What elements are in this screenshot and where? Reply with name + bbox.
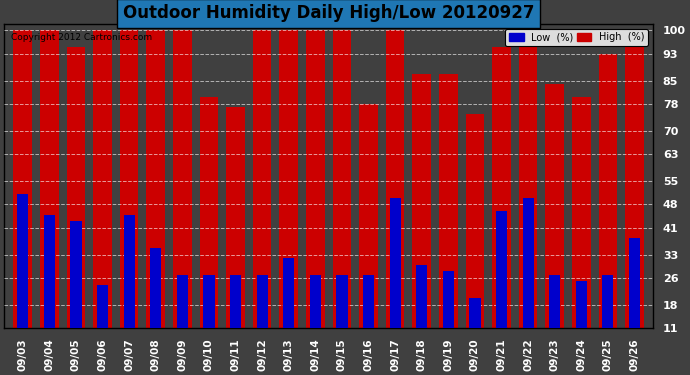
Bar xyxy=(93,30,112,365)
Bar xyxy=(97,285,108,365)
Bar xyxy=(306,30,325,365)
Bar xyxy=(253,30,271,365)
Bar xyxy=(363,275,374,365)
Legend: Low  (%), High  (%): Low (%), High (%) xyxy=(505,28,648,46)
Bar xyxy=(522,198,533,365)
Bar xyxy=(333,30,351,365)
Bar xyxy=(226,107,245,365)
Bar xyxy=(469,298,480,365)
Bar xyxy=(602,275,613,365)
Bar xyxy=(549,275,560,365)
Bar xyxy=(599,54,618,365)
Text: Copyright 2012 Cartronics.com: Copyright 2012 Cartronics.com xyxy=(10,33,152,42)
Bar xyxy=(336,275,348,365)
Bar xyxy=(177,275,188,365)
Bar xyxy=(230,275,241,365)
Bar xyxy=(67,47,86,365)
Bar xyxy=(70,221,81,365)
Bar xyxy=(40,30,59,365)
Bar xyxy=(492,47,511,365)
Bar xyxy=(390,198,401,365)
Bar xyxy=(204,275,215,365)
Bar xyxy=(173,30,192,365)
Bar xyxy=(283,258,295,365)
Bar xyxy=(496,211,507,365)
Bar xyxy=(629,238,640,365)
Bar xyxy=(199,98,218,365)
Bar xyxy=(257,275,268,365)
Bar xyxy=(466,114,484,365)
Bar xyxy=(545,84,564,365)
Bar xyxy=(625,34,644,365)
Bar xyxy=(279,30,298,365)
Bar xyxy=(413,74,431,365)
Bar xyxy=(572,98,591,365)
Bar xyxy=(120,30,139,365)
Bar xyxy=(124,214,135,365)
Bar xyxy=(150,248,161,365)
Bar xyxy=(14,30,32,365)
Bar xyxy=(386,30,404,365)
Bar xyxy=(519,30,538,365)
Bar xyxy=(43,214,55,365)
Bar xyxy=(416,265,427,365)
Bar xyxy=(439,74,457,365)
Bar xyxy=(575,282,587,365)
Title: Outdoor Humidity Daily High/Low 20120927: Outdoor Humidity Daily High/Low 20120927 xyxy=(123,4,534,22)
Bar xyxy=(17,195,28,365)
Bar xyxy=(310,275,321,365)
Bar xyxy=(443,272,454,365)
Bar xyxy=(146,30,165,365)
Bar xyxy=(359,104,378,365)
